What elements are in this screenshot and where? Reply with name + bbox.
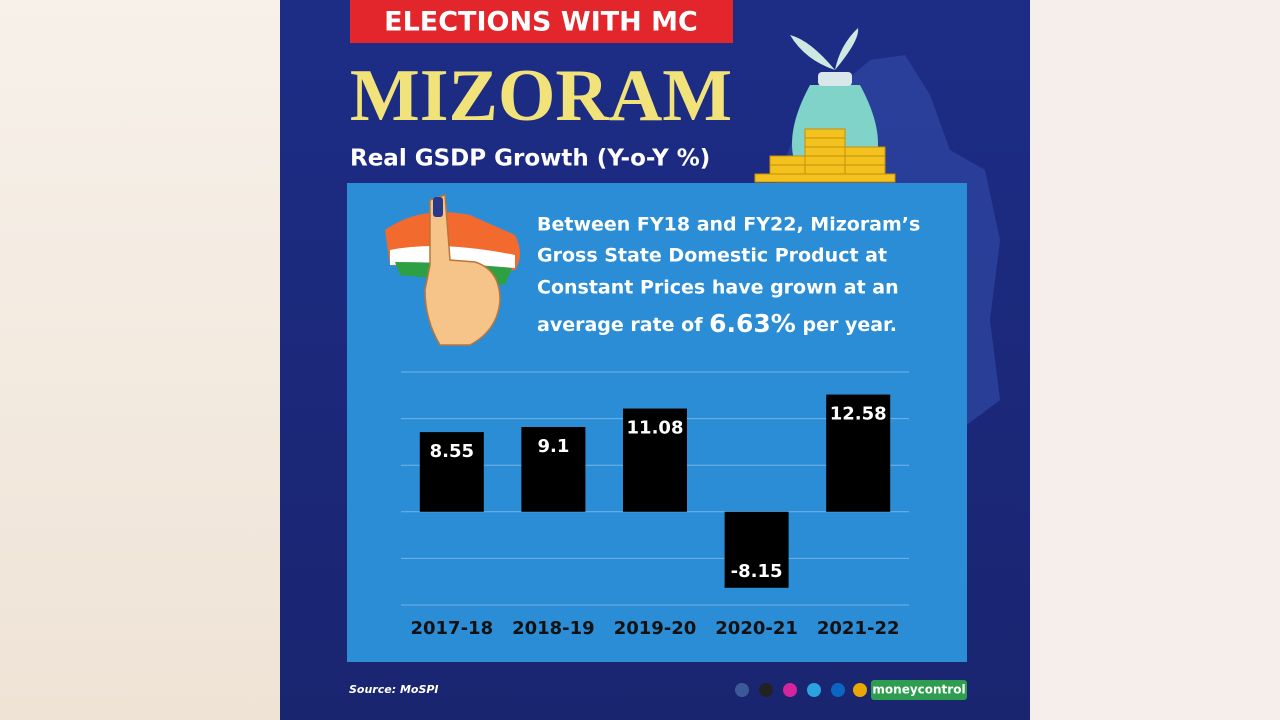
source: Source: MoSPI bbox=[349, 683, 439, 696]
brand: moneycontrol bbox=[872, 683, 965, 697]
description-text: average rate of bbox=[537, 314, 703, 336]
x-tick-label: 2018-19 bbox=[512, 618, 595, 639]
background-right bbox=[1030, 0, 1280, 720]
bar bbox=[521, 426, 586, 512]
bar-label: 8.55 bbox=[430, 441, 474, 462]
bar-label: 11.08 bbox=[627, 418, 684, 439]
banner-box bbox=[350, 0, 733, 43]
headline: MIZORAM bbox=[350, 55, 732, 137]
x-tick-label: 2020-21 bbox=[715, 618, 798, 639]
voting-hand-icon bbox=[385, 193, 520, 346]
bar-label: 12.58 bbox=[830, 404, 887, 425]
social-icons bbox=[735, 683, 867, 697]
description-line: average rate of 6.63% per year. bbox=[537, 309, 897, 338]
bar bbox=[419, 432, 484, 512]
money-bag-icon bbox=[754, 28, 896, 183]
bar bbox=[623, 408, 687, 512]
brand-box bbox=[871, 680, 967, 700]
banner-text: ELECTIONS WITH MC bbox=[384, 7, 698, 38]
bar bbox=[826, 394, 891, 512]
bar bbox=[724, 511, 789, 588]
x-tick-label: 2021-22 bbox=[817, 618, 900, 639]
description-text: per year. bbox=[802, 314, 896, 336]
description-line: Constant Prices have grown at an bbox=[537, 277, 899, 299]
x-tick-label: 2019-20 bbox=[614, 618, 697, 639]
bar-label: 9.1 bbox=[537, 436, 569, 457]
description: Between FY18 and FY22, Mizoram’s Gross S… bbox=[537, 214, 920, 339]
bar-label: -8.15 bbox=[731, 561, 783, 582]
x-tick-label: 2017-18 bbox=[410, 618, 493, 639]
description-highlight: 6.63% bbox=[709, 309, 796, 338]
description-line: Between FY18 and FY22, Mizoram’s bbox=[537, 214, 920, 236]
chart-title: Real GSDP Growth (Y-o-Y %) bbox=[350, 146, 710, 172]
description-line: Gross State Domestic Product at bbox=[537, 245, 887, 267]
